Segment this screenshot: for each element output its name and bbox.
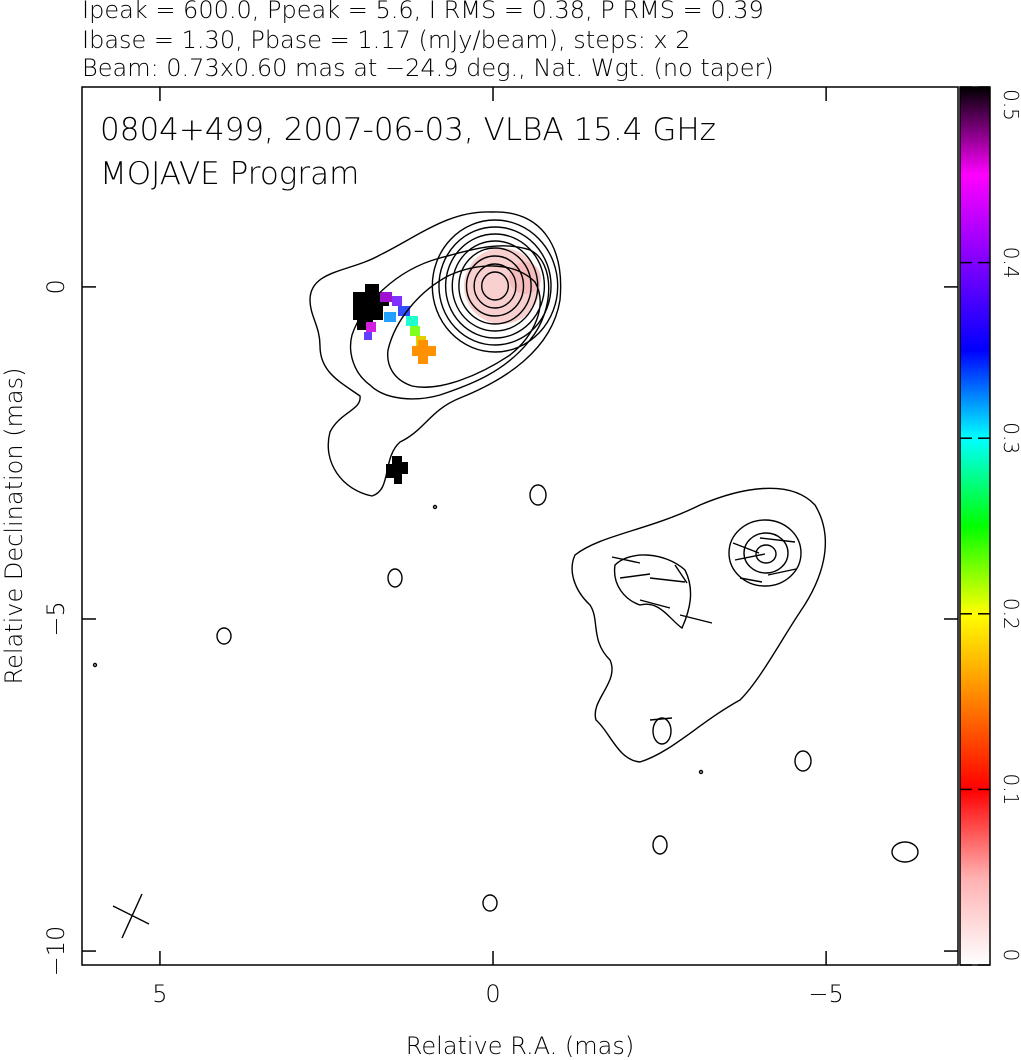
colorbar-tick-label: 0.1 [999,773,1021,805]
colorbar-tick-label: 0.2 [999,598,1021,630]
header-line: Beam: 0.73x0.60 mas at −24.9 deg., Nat. … [82,54,774,82]
colorbar-tick-label: 0.3 [999,422,1021,454]
contour [465,255,525,317]
plot-frame [81,86,959,966]
plot-title: 0804+499, 2007-06-03, VLBA 15.4 GHz [100,112,716,148]
contour [481,271,510,301]
x-tick-label: 0 [485,980,500,1008]
contour [444,233,546,339]
plot-subtitle: MOJAVE Program [100,156,359,192]
contour [451,240,539,332]
polarization [353,248,541,484]
colorbar-tick-label: 0.5 [999,89,1021,121]
x-tick-label: 5 [152,980,167,1008]
colorbar-tick-label: 0.4 [999,247,1021,279]
header-line: Ibase = 1.30, Pbase = 1.17 (mJy/beam), s… [82,26,691,54]
y-tick-label: −5 [42,601,70,636]
y-axis-label: Relative Declination (mas) [0,367,28,684]
contour [431,219,559,353]
contour [438,226,552,346]
contour [473,263,517,309]
contour [458,247,532,325]
y-tick-label: −10 [42,926,70,977]
colorbar-tick-label: 0 [999,949,1021,962]
x-tick-label: −5 [808,980,843,1008]
header-line: Ipeak = 600.0, Ppeak = 5.6, I RMS = 0.38… [82,0,764,24]
colorbar [959,86,991,966]
y-tick-label: 0 [42,279,70,294]
contours [92,211,919,939]
x-axis-label: Relative R.A. (mas) [406,1032,634,1060]
